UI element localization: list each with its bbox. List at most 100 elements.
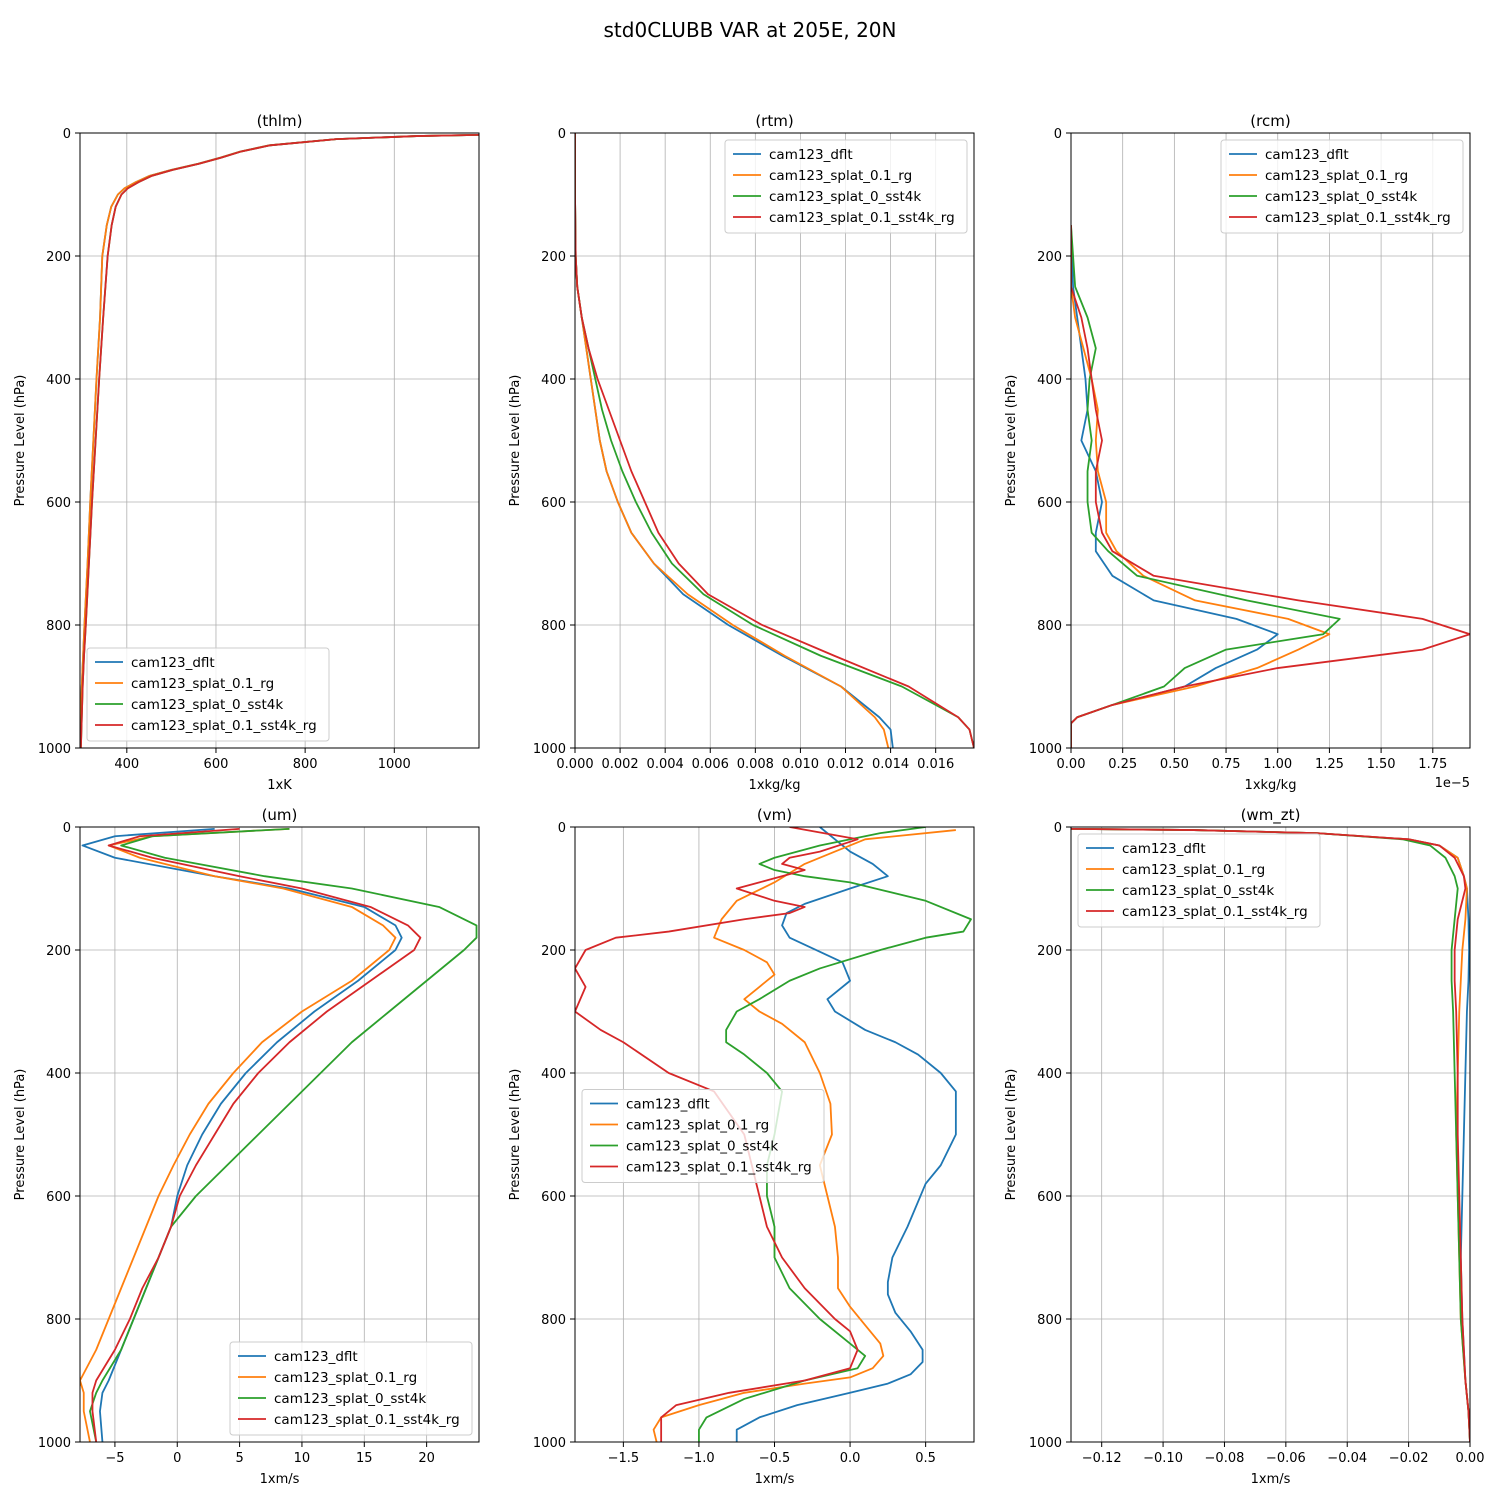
x-tick-label: 0.016: [917, 757, 954, 772]
y-tick-label: 1000: [1029, 1436, 1062, 1451]
axes-frame: [1070, 132, 1471, 749]
legend: cam123_dflt cam123_splat_0.1_rg cam123_spl…: [1220, 139, 1464, 234]
x-tick-label: 0.014: [872, 757, 909, 772]
series-group: [575, 133, 974, 748]
y-axis-label: Pressure Level (hPa): [508, 1069, 523, 1201]
subplot-wm_zt: −0.12 −0.10 −0.08 −0.06 −0.04 −0.02 0.00 0 200 40…: [1004, 806, 1484, 1487]
x-tick-label: −0.04: [1327, 1451, 1367, 1466]
y-tick-label: 400: [541, 1067, 566, 1082]
subplot-rcm: 0.00 0.25 0.50 0.75 1.00 1.25 1.50 1.75 0 200 400 6…: [1004, 112, 1471, 793]
series-line-cam123_splat_0_sst4k: [1071, 225, 1341, 748]
series-line-cam123_splat_0.1_sst4k_rg: [80, 133, 479, 748]
legend-entry: cam123_splat_0.1_sst4k_rg: [769, 210, 955, 226]
x-tick-label: −0.10: [1143, 1451, 1183, 1466]
x-tick-label: 0.008: [737, 757, 774, 772]
y-tick-label: 1000: [1029, 742, 1062, 757]
y-tick-label: 200: [541, 250, 566, 265]
x-tick-label: 20: [418, 1451, 435, 1466]
series-line-cam123_splat_0_sst4k: [698, 827, 972, 1442]
legend: cam123_dflt cam123_splat_0.1_rg cam123_spl…: [1077, 833, 1321, 928]
y-tick-label: 600: [541, 1190, 566, 1205]
y-tick-label: 0: [63, 127, 71, 142]
legend-box: [86, 647, 330, 742]
y-tick-label: 0: [558, 127, 566, 142]
x-axis-label: 1xkg/kg: [749, 778, 801, 793]
x-axis-label: 1xm/s: [755, 1472, 795, 1487]
y-tick-label: 400: [541, 373, 566, 388]
subplot-um: −5 0 5 10 15 2002004006008001000(um)1xm/sPres…: [13, 806, 480, 1487]
y-tick-label: 800: [46, 619, 71, 634]
y-axis-label: Pressure Level (hPa): [13, 375, 28, 507]
series-line-cam123_splat_0_sst4k: [89, 827, 478, 1442]
y-tick-label: 200: [1037, 944, 1062, 959]
y-tick-label: 1000: [38, 742, 71, 757]
x-tick-label: 0.25: [1108, 757, 1137, 772]
y-axis-label: Pressure Level (hPa): [1004, 375, 1019, 507]
y-tick-label: 800: [1037, 619, 1062, 634]
x-tick-label: −0.06: [1266, 1451, 1306, 1466]
y-tick-label: 600: [1037, 496, 1062, 511]
y-tick-label: 600: [541, 496, 566, 511]
x-tick-label: 0.5: [915, 1451, 936, 1466]
series-line-cam123_splat_0.1_sst4k_rg: [91, 827, 422, 1442]
x-axis-label: 1xkg/kg: [1245, 778, 1297, 793]
subplot-thlm: 400 600 800 1000 0 200 400 600 800 1000 (thlm) 1xK P…: [13, 112, 480, 793]
x-tick-label: 10: [294, 1451, 311, 1466]
series-line-cam123_splat_0.1_sst4k_rg: [575, 133, 974, 748]
legend-entry: cam123_splat_0.1_sst4k_rg: [626, 1160, 812, 1176]
x-tick-label: −1.5: [608, 1451, 640, 1466]
y-tick-label: 0: [558, 821, 566, 836]
x-tick-label: 0.00: [1456, 1451, 1485, 1466]
legend-entry: cam123_splat_0_sst4k: [1265, 189, 1417, 205]
legend-entry: cam123_splat_0.1_rg: [274, 1370, 417, 1386]
y-tick-label: 200: [1037, 250, 1062, 265]
legend-entry: cam123_splat_0.1_sst4k_rg: [131, 718, 317, 734]
legend-entry: cam123_dflt: [769, 147, 853, 163]
x-tick-label: 1.75: [1418, 757, 1447, 772]
legend-entry: cam123_splat_0.1_rg: [131, 676, 274, 692]
y-tick-label: 600: [46, 496, 71, 511]
x-tick-label: −1.0: [683, 1451, 715, 1466]
x-tick-label: 0.75: [1212, 757, 1241, 772]
axes-frame: [79, 132, 480, 749]
x-axis-label: 1xm/s: [1251, 1472, 1291, 1487]
x-tick-label: 1.50: [1367, 757, 1396, 772]
series-group: [1071, 225, 1470, 748]
legend-entry: cam123_dflt: [274, 1349, 358, 1365]
legend: cam123_dflt cam123_splat_0.1_rg cam123_spl…: [86, 647, 330, 742]
legend-box: [1077, 833, 1321, 928]
x-tick-label: 1.25: [1315, 757, 1344, 772]
legend-entry: cam123_splat_0_sst4k: [769, 189, 921, 205]
series-line-cam123_splat_0.1_rg: [1071, 225, 1331, 748]
legend-entry: cam123_dflt: [626, 1097, 710, 1113]
y-tick-label: 0: [1054, 821, 1062, 836]
y-tick-label: 800: [541, 619, 566, 634]
x-tick-label: 1000: [378, 757, 411, 772]
series-group: [80, 827, 478, 1442]
legend-entry: cam123_dflt: [1122, 841, 1206, 857]
x-tick-label: 800: [293, 757, 318, 772]
x-tick-label: 5: [235, 1451, 243, 1466]
axes-frame: [1070, 826, 1471, 1443]
x-tick-label: 0.0: [840, 1451, 861, 1466]
subplot-title: (rtm): [755, 112, 793, 130]
y-tick-label: 800: [1037, 1313, 1062, 1328]
series-line-cam123_splat_0.1_rg: [80, 827, 397, 1442]
x-tick-label: −0.5: [759, 1451, 791, 1466]
subplot-vm: −1.5 −1.0 −0.5 0.0 0.5 0 200 400 600 800 1000 (vm) 1…: [508, 806, 975, 1487]
y-tick-label: 200: [541, 944, 566, 959]
y-tick-label: 1000: [38, 1436, 71, 1451]
legend-entry: cam123_splat_0_sst4k: [131, 697, 283, 713]
x-tick-label: 0.010: [782, 757, 819, 772]
y-axis-label: Pressure Level (hPa): [13, 1069, 28, 1201]
x-tick-label: 15: [356, 1451, 373, 1466]
series-line-cam123_splat_0.1_sst4k_rg: [1071, 827, 1470, 1442]
x-axis-label: 1xm/s: [260, 1472, 300, 1487]
y-tick-label: 400: [1037, 1067, 1062, 1082]
x-tick-label: 0.00: [1057, 757, 1086, 772]
subplot-title: (thlm): [257, 112, 303, 130]
y-tick-label: 400: [46, 1067, 71, 1082]
x-tick-label: 0.004: [647, 757, 684, 772]
